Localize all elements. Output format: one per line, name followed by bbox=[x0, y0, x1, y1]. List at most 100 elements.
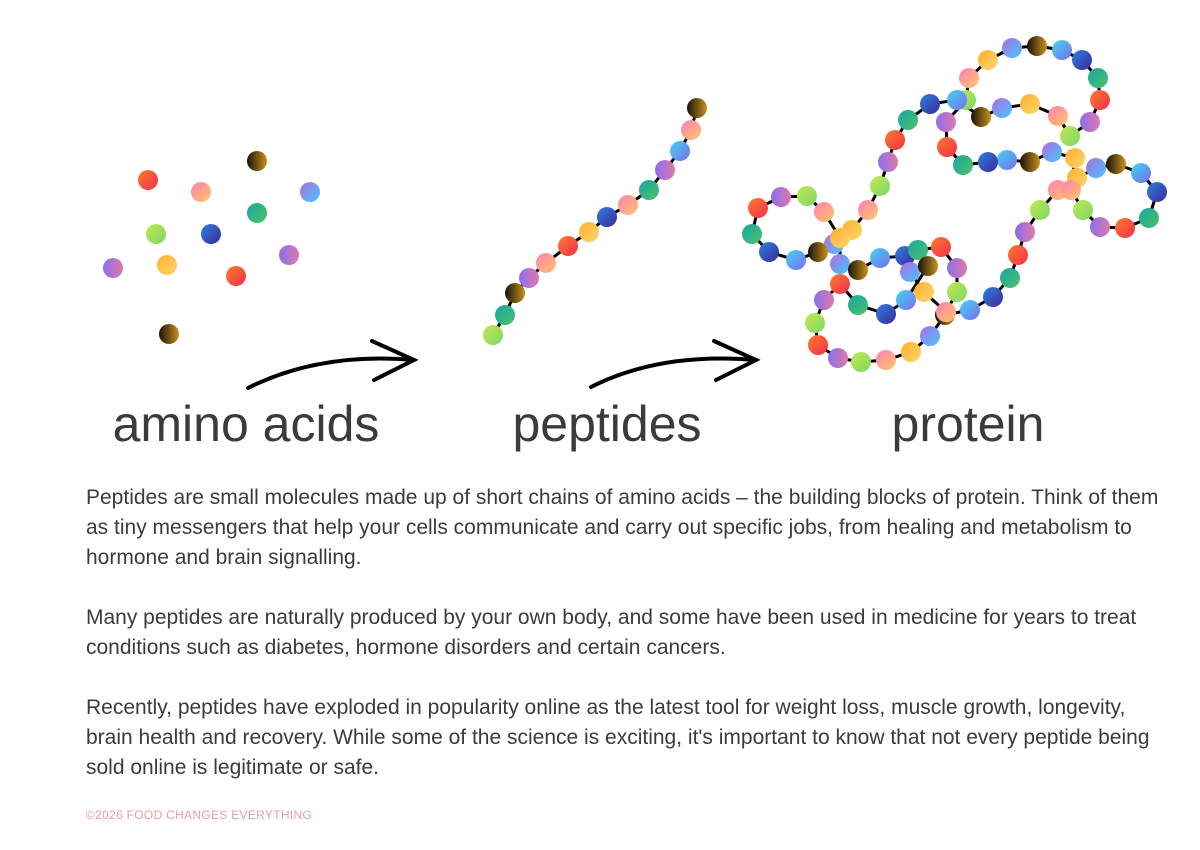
bead bbox=[960, 300, 980, 320]
bead bbox=[748, 198, 768, 218]
bead bbox=[1008, 245, 1028, 265]
bead bbox=[978, 152, 998, 172]
bead bbox=[1090, 90, 1110, 110]
bead bbox=[814, 202, 834, 222]
bead bbox=[878, 152, 898, 172]
bead bbox=[808, 242, 828, 262]
bead bbox=[1060, 126, 1080, 146]
bead bbox=[830, 274, 850, 294]
bead bbox=[992, 98, 1012, 118]
bead bbox=[138, 170, 158, 190]
bead bbox=[931, 237, 951, 257]
bead bbox=[1139, 208, 1159, 228]
bead bbox=[159, 324, 179, 344]
bead bbox=[771, 187, 791, 207]
bead bbox=[1090, 217, 1110, 237]
bead bbox=[1106, 154, 1126, 174]
bead bbox=[1030, 200, 1050, 220]
bead bbox=[959, 68, 979, 88]
arrows bbox=[246, 339, 761, 390]
bead bbox=[1073, 200, 1093, 220]
arrow bbox=[589, 356, 758, 389]
bead bbox=[918, 256, 938, 276]
bead bbox=[759, 242, 779, 262]
arrow-head bbox=[370, 339, 419, 382]
paragraph: Many peptides are naturally produced by … bbox=[86, 606, 1137, 659]
paragraph: Peptides are small molecules made up of … bbox=[86, 486, 1159, 569]
bead bbox=[808, 335, 828, 355]
bead bbox=[898, 110, 918, 130]
bead bbox=[1020, 94, 1040, 114]
bead bbox=[519, 268, 539, 288]
bead bbox=[103, 258, 123, 278]
label: protein bbox=[891, 396, 1045, 452]
bead bbox=[936, 112, 956, 132]
bead bbox=[639, 180, 659, 200]
bead bbox=[597, 207, 617, 227]
bead bbox=[687, 98, 707, 118]
bead bbox=[191, 182, 211, 202]
bead bbox=[1088, 68, 1108, 88]
bead bbox=[618, 195, 638, 215]
bead bbox=[797, 186, 817, 206]
label: peptides bbox=[512, 396, 702, 452]
label: amino acids bbox=[112, 396, 380, 452]
bead bbox=[830, 228, 850, 248]
bead bbox=[900, 262, 920, 282]
bead bbox=[947, 90, 967, 110]
bead bbox=[953, 155, 973, 175]
bead bbox=[828, 348, 848, 368]
bead bbox=[814, 290, 834, 310]
bead bbox=[146, 224, 166, 244]
bead bbox=[558, 236, 578, 256]
bead bbox=[1027, 36, 1047, 56]
bead bbox=[1002, 38, 1022, 58]
bead bbox=[983, 287, 1003, 307]
bead bbox=[870, 248, 890, 268]
bead bbox=[1147, 182, 1167, 202]
bead bbox=[920, 326, 940, 346]
paragraph: Recently, peptides have exploded in popu… bbox=[86, 696, 1150, 779]
bead bbox=[978, 50, 998, 70]
bead bbox=[885, 130, 905, 150]
arrow bbox=[246, 356, 416, 390]
bead bbox=[830, 254, 850, 274]
chain-line bbox=[491, 107, 699, 336]
bead bbox=[876, 350, 896, 370]
bead bbox=[483, 325, 503, 345]
bead bbox=[858, 200, 878, 220]
bead bbox=[936, 302, 956, 322]
bead bbox=[495, 305, 515, 325]
bead bbox=[1020, 152, 1040, 172]
bead bbox=[848, 260, 868, 280]
bead bbox=[1072, 50, 1092, 70]
bead bbox=[971, 107, 991, 127]
bead bbox=[901, 342, 921, 362]
bead bbox=[1048, 106, 1068, 126]
bead bbox=[1052, 40, 1072, 60]
bead bbox=[681, 120, 701, 140]
bead bbox=[947, 282, 967, 302]
bead bbox=[1042, 142, 1062, 162]
bead bbox=[536, 253, 556, 273]
bead bbox=[279, 245, 299, 265]
bead bbox=[914, 282, 934, 302]
bead bbox=[876, 304, 896, 324]
bead bbox=[655, 160, 675, 180]
bead bbox=[870, 176, 890, 196]
bead bbox=[1080, 112, 1100, 132]
bead bbox=[937, 137, 957, 157]
bead bbox=[670, 141, 690, 161]
bead bbox=[226, 266, 246, 286]
bead bbox=[896, 290, 916, 310]
bead bbox=[201, 224, 221, 244]
bead bbox=[1065, 148, 1085, 168]
arrow-head bbox=[712, 339, 761, 382]
bead bbox=[1015, 222, 1035, 242]
bead bbox=[947, 258, 967, 278]
bead bbox=[1131, 163, 1151, 183]
bead bbox=[1115, 218, 1135, 238]
bead bbox=[157, 255, 177, 275]
bead bbox=[247, 151, 267, 171]
